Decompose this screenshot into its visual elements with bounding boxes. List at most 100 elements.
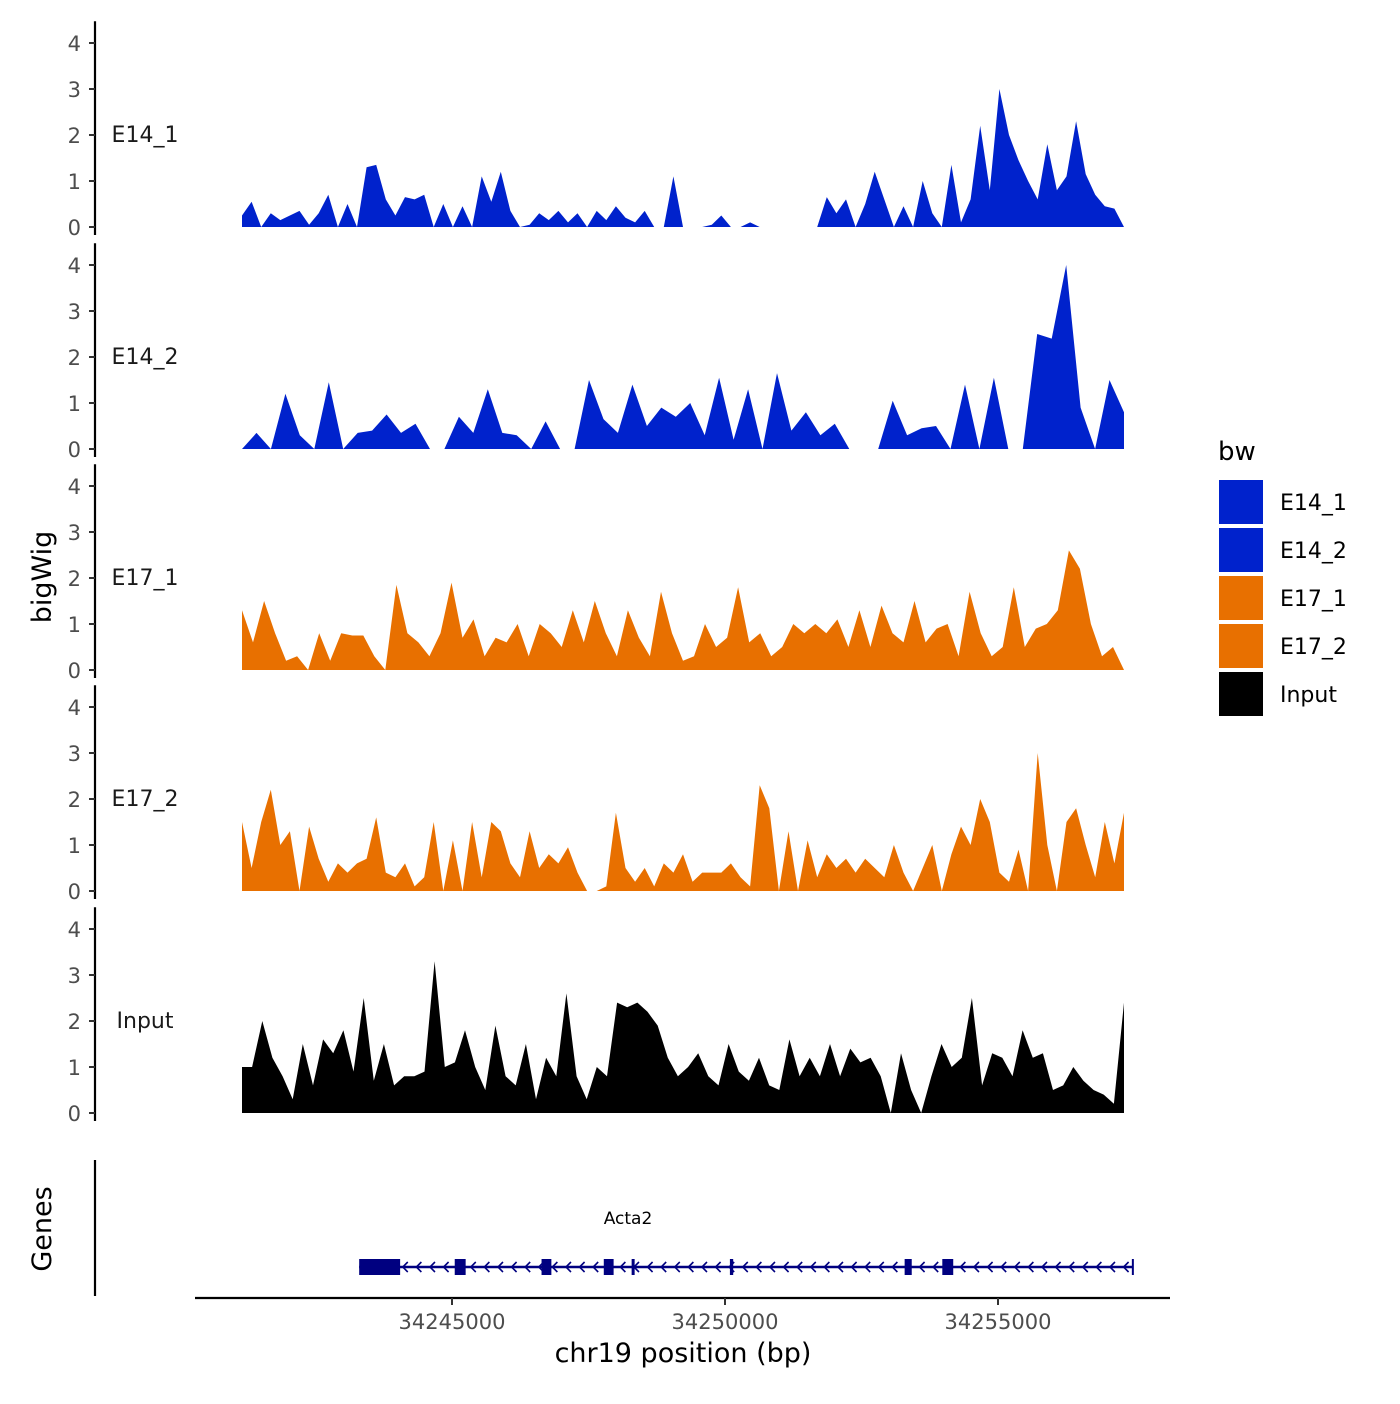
strand-chevron <box>428 1261 436 1273</box>
strand-chevron <box>564 1261 572 1273</box>
x-tick-label: 34245000 <box>399 1310 506 1334</box>
legend-item-E14_1: E14_1 <box>1217 478 1347 526</box>
strand-chevron <box>823 1261 830 1273</box>
gene-models: Acta2 <box>359 1209 1134 1275</box>
strand-chevron <box>741 1261 749 1273</box>
track-label: E14_1 <box>112 123 179 148</box>
strand-chevron <box>755 1261 762 1273</box>
y-tick-label: 0 <box>68 216 81 240</box>
gene-exon <box>729 1259 734 1275</box>
track-E14_2: 0 1 2 3 4 E14_2 <box>68 243 1124 462</box>
y-tick-label: 1 <box>68 170 81 194</box>
legend-items: E14_1 E14_2 E17_1 E17_2 Input <box>1217 478 1347 718</box>
strand-chevron <box>1122 1261 1130 1273</box>
y-tick-label: 4 <box>68 32 81 56</box>
y-tick-label: 0 <box>68 1102 81 1126</box>
strand-chevron <box>796 1261 803 1273</box>
strand-chevron <box>700 1261 708 1273</box>
legend-item-Input: Input <box>1217 670 1337 718</box>
legend-label: E14_2 <box>1280 539 1347 564</box>
y-tick-label: 1 <box>68 834 81 858</box>
gene-exon <box>454 1259 466 1275</box>
legend-swatch <box>1217 526 1265 574</box>
area-series-E17_2 <box>242 753 1124 891</box>
area-series-E17_1 <box>242 550 1124 670</box>
strand-chevron <box>850 1261 858 1273</box>
gene-exon <box>904 1259 912 1275</box>
strand-chevron <box>768 1261 776 1273</box>
strand-chevron <box>809 1261 817 1273</box>
strand-chevron <box>1000 1261 1007 1273</box>
legend-item-E17_2: E17_2 <box>1217 622 1347 670</box>
strand-chevron <box>483 1261 490 1273</box>
y-tick-label: 4 <box>68 696 81 720</box>
strand-chevron <box>1068 1261 1075 1273</box>
track-Input: 0 1 2 3 4 Input <box>68 907 1124 1126</box>
legend-label: E17_1 <box>1280 587 1347 612</box>
gene-exon <box>631 1259 635 1275</box>
strand-chevron <box>496 1261 504 1273</box>
strand-chevron <box>1108 1261 1116 1273</box>
y-tick-label: 2 <box>68 346 81 370</box>
strand-chevron <box>986 1261 994 1273</box>
genes-axis-title: Genes <box>27 1186 58 1271</box>
strand-chevron <box>959 1261 966 1273</box>
y-tick-label: 3 <box>68 78 81 102</box>
y-tick-label: 3 <box>68 742 81 766</box>
strand-chevron <box>1095 1261 1102 1273</box>
strand-chevron <box>578 1261 586 1273</box>
tracks-layer: 0 1 2 3 4 E14_1 0 1 2 3 4 E14_2 0 1 2 3 4 E17_1 0 1 2 3 4 E17_2… <box>68 21 1124 1126</box>
y-tick-label: 0 <box>68 659 81 683</box>
gene-exon <box>603 1259 614 1275</box>
strand-chevron <box>673 1261 681 1273</box>
gene-exon <box>942 1259 954 1275</box>
x-tick-label: 34250000 <box>672 1310 779 1334</box>
track-E17_2: 0 1 2 3 4 E17_2 <box>68 685 1124 904</box>
legend: bw E14_1 E14_2 E17_1 E17_2 Input <box>1217 437 1347 718</box>
strand-chevron <box>782 1261 790 1273</box>
area-series-E14_2 <box>242 265 1124 449</box>
legend-swatch <box>1217 670 1265 718</box>
strand-chevron <box>918 1261 926 1273</box>
track-label: E14_2 <box>112 345 179 370</box>
track-E14_1: 0 1 2 3 4 E14_1 <box>68 21 1124 240</box>
gene-Acta2: Acta2 <box>359 1209 1134 1275</box>
y-tick-label: 0 <box>68 880 81 904</box>
legend-item-E17_1: E17_1 <box>1217 574 1347 622</box>
strand-chevron <box>442 1261 450 1273</box>
strand-chevron <box>524 1261 531 1273</box>
track-label: Input <box>117 1009 174 1034</box>
x-axis: 34245000 34250000 34255000 chr19 position … <box>195 1296 1170 1369</box>
gene-name-label: Acta2 <box>604 1209 653 1229</box>
track-label: E17_1 <box>112 566 179 591</box>
strand-chevron <box>972 1261 980 1273</box>
y-tick-label: 0 <box>68 438 81 462</box>
track-label: E17_2 <box>112 787 179 812</box>
area-series-E14_1 <box>242 89 1124 227</box>
legend-label: E17_2 <box>1280 635 1347 660</box>
gene-exon <box>359 1259 401 1275</box>
y-tick-label: 2 <box>68 788 81 812</box>
strand-chevron <box>660 1261 667 1273</box>
strand-chevron <box>836 1261 844 1273</box>
strand-chevron <box>1027 1261 1034 1273</box>
area-series-Input <box>242 961 1124 1113</box>
y-tick-label: 3 <box>68 300 81 324</box>
x-axis-title: chr19 position (bp) <box>555 1338 812 1369</box>
strand-chevron <box>469 1261 477 1273</box>
y-tick-label: 1 <box>68 613 81 637</box>
strand-chevron <box>1054 1261 1062 1273</box>
x-ticks: 34245000 34250000 34255000 <box>399 1298 1052 1334</box>
strand-chevron <box>1013 1261 1021 1273</box>
y-tick-label: 1 <box>68 1056 81 1080</box>
gene-exon <box>541 1259 552 1275</box>
strand-chevron <box>551 1261 558 1273</box>
strand-chevron <box>932 1261 939 1273</box>
x-tick-label: 34255000 <box>945 1310 1052 1334</box>
y-tick-label: 3 <box>68 521 81 545</box>
legend-item-E14_2: E14_2 <box>1217 526 1347 574</box>
y-tick-label: 1 <box>68 392 81 416</box>
y-tick-label: 4 <box>68 475 81 499</box>
